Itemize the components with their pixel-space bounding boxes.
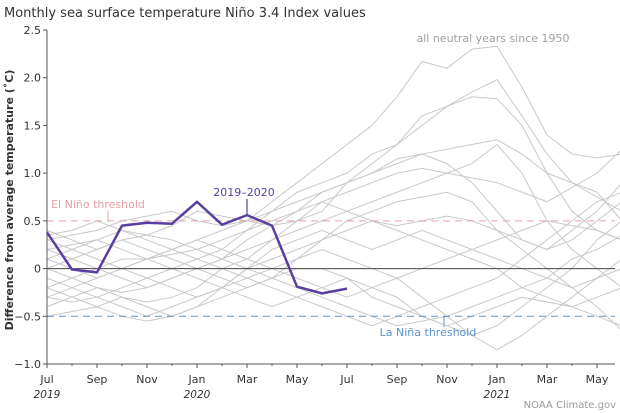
chart-title: Monthly sea surface temperature Niño 3.4… <box>4 6 366 21</box>
background-series-line <box>46 45 620 241</box>
x-tick-year-label: 2019 <box>34 389 61 401</box>
background-series-group <box>46 45 620 351</box>
x-tick-year-label: 2020 <box>184 389 211 401</box>
x-tick-label: Jan <box>488 373 506 386</box>
y-tick-label: 0.5 <box>24 215 42 228</box>
highlight-series-group <box>45 199 348 295</box>
background-series-line <box>46 191 620 289</box>
y-tick-label: 1.0 <box>24 167 42 180</box>
background-series-line <box>46 78 620 260</box>
x-tick-label: Sep <box>387 373 408 386</box>
highlight-series-label: 2019–2020 <box>213 186 275 199</box>
y-tick-label: −0.5 <box>14 310 41 323</box>
y-tick-label: 2.0 <box>24 72 42 85</box>
x-tick-label: Jul <box>39 373 53 386</box>
highlight-series-line <box>45 200 348 295</box>
background-series-line <box>46 153 620 303</box>
x-tick-label: Mar <box>237 373 258 386</box>
y-tick-label: −1.0 <box>14 358 41 371</box>
background-series-line <box>46 235 620 327</box>
background-series-line <box>46 150 620 289</box>
x-tick-label: Jan <box>188 373 206 386</box>
background-series-line <box>46 268 620 327</box>
x-tick-label: Nov <box>436 373 458 386</box>
x-tick-label: Mar <box>537 373 558 386</box>
x-tick-label: May <box>286 373 309 386</box>
el-nino-threshold-label: El Niño threshold <box>51 198 145 211</box>
background-series-line <box>46 96 620 289</box>
background-series-line <box>46 220 620 308</box>
background-series-line <box>46 229 620 330</box>
y-tick-label: 2.5 <box>24 24 42 37</box>
background-series-line <box>46 139 620 251</box>
x-tick-label: Nov <box>136 373 158 386</box>
background-series-line <box>46 192 620 327</box>
axes: −1.0 −0.5 0 0.5 1.0 1.5 2.0 2.5 Jul 2019 Sep Nov Jan… <box>14 24 615 401</box>
credit-text: NOAA Climate.gov <box>524 400 616 411</box>
y-tick-label: 0 <box>34 263 41 276</box>
x-tick-label: Jul <box>339 373 353 386</box>
y-axis-label: Difference from average temperature (˚C) <box>3 70 16 331</box>
x-tick-year-label: 2021 <box>484 389 511 401</box>
background-series-line <box>46 201 620 293</box>
x-tick-label: Sep <box>87 373 108 386</box>
background-series-line <box>46 143 620 317</box>
background-series-line <box>46 248 620 351</box>
y-tick-label: 1.5 <box>24 119 42 132</box>
x-tick-label: May <box>586 373 609 386</box>
la-nina-threshold-label: La Niña threshold <box>380 326 477 339</box>
background-series-label: all neutral years since 1950 <box>416 32 569 45</box>
background-series-line <box>46 221 620 336</box>
threshold-lines <box>47 211 615 327</box>
